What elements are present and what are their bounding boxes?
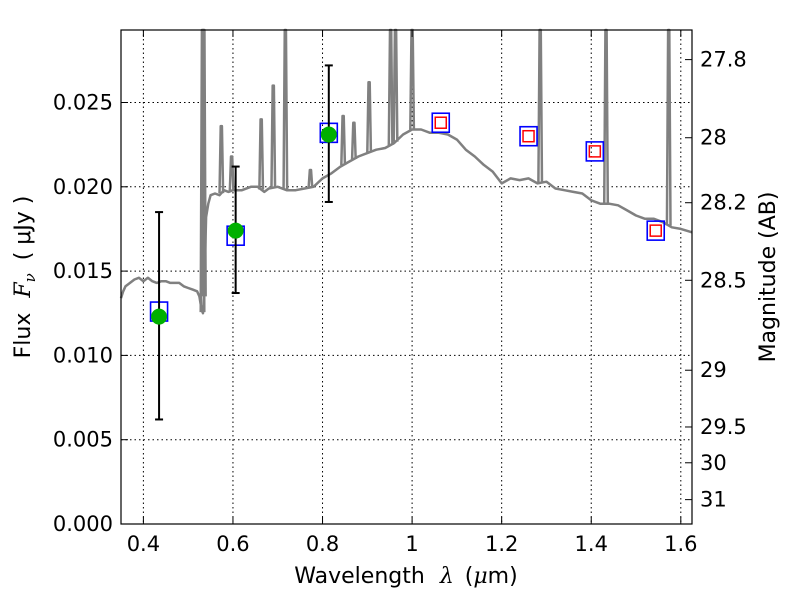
x-tick-label: 1.2	[485, 532, 518, 556]
emission-line	[665, 28, 672, 226]
magnitude-tick-label: 28.5	[700, 268, 747, 292]
x-tick-label: 1.6	[664, 532, 697, 556]
emission-line	[340, 114, 347, 166]
x-tick-label: 1	[405, 532, 418, 556]
emission-line	[218, 124, 225, 194]
y-tick-label: 0.005	[53, 428, 113, 452]
observed-point	[320, 126, 337, 143]
model-spectrum-layer	[119, 28, 693, 315]
magnitude-axis-title: Magnitude (AB)	[756, 192, 781, 363]
emission-line	[366, 81, 373, 153]
magnitude-tick-label: 28	[700, 126, 727, 150]
upper-limit-marker	[434, 116, 448, 129]
grid	[121, 30, 692, 524]
y-tick-label: 0.015	[53, 259, 113, 283]
ticks: 0.4 0.6 0.8 1 1.2 1.4 1.6 0.000 0.005 0.010 0.015 0…	[53, 30, 747, 556]
emission-line	[602, 28, 610, 204]
magnitude-tick-label: 30	[700, 451, 727, 475]
y-tick-label: 0.020	[53, 175, 113, 199]
plot-frame	[120, 29, 693, 525]
emission-line	[387, 28, 394, 145]
emission-line	[258, 118, 265, 190]
model-photometry-box	[585, 141, 605, 162]
y-tick-label: 0.025	[53, 90, 113, 114]
emission-line	[228, 155, 235, 191]
magnitude-tick-label: 28.2	[700, 191, 747, 215]
emission-line	[392, 28, 399, 142]
emission-line	[409, 28, 416, 130]
y-axis-title: Flux Fν ( μJy )	[11, 196, 41, 359]
emission-line	[307, 168, 314, 188]
magnitude-tick-label: 29.5	[700, 415, 747, 439]
photometry-layer	[149, 64, 666, 421]
emission-line	[350, 121, 357, 160]
model-photometry-box	[646, 220, 666, 241]
y-tick-label: 0.000	[53, 512, 113, 536]
observed-point	[151, 308, 168, 325]
x-axis-title: Wavelength λ (μm)	[294, 564, 517, 589]
magnitude-tick-label: 31	[700, 488, 727, 512]
magnitude-tick-label: 29	[700, 358, 727, 382]
observed-point	[227, 222, 244, 239]
emission-line	[270, 84, 277, 188]
model-photometry-box	[519, 125, 538, 147]
magnitude-tick-label: 27.8	[700, 48, 747, 72]
x-tick-label: 1.4	[575, 532, 608, 556]
model-spectrum-continuum	[119, 128, 693, 315]
model-photometry-box	[431, 112, 451, 134]
x-tick-label: 0.4	[127, 532, 160, 556]
emission-line	[537, 28, 544, 183]
x-tick-label: 0.6	[216, 532, 249, 556]
upper-limit-marker	[649, 224, 662, 237]
upper-limit-marker	[588, 145, 602, 158]
y-tick-label: 0.010	[53, 343, 113, 367]
upper-limit-marker	[522, 129, 535, 143]
x-tick-label: 0.8	[306, 532, 339, 556]
emission-line	[282, 28, 289, 190]
